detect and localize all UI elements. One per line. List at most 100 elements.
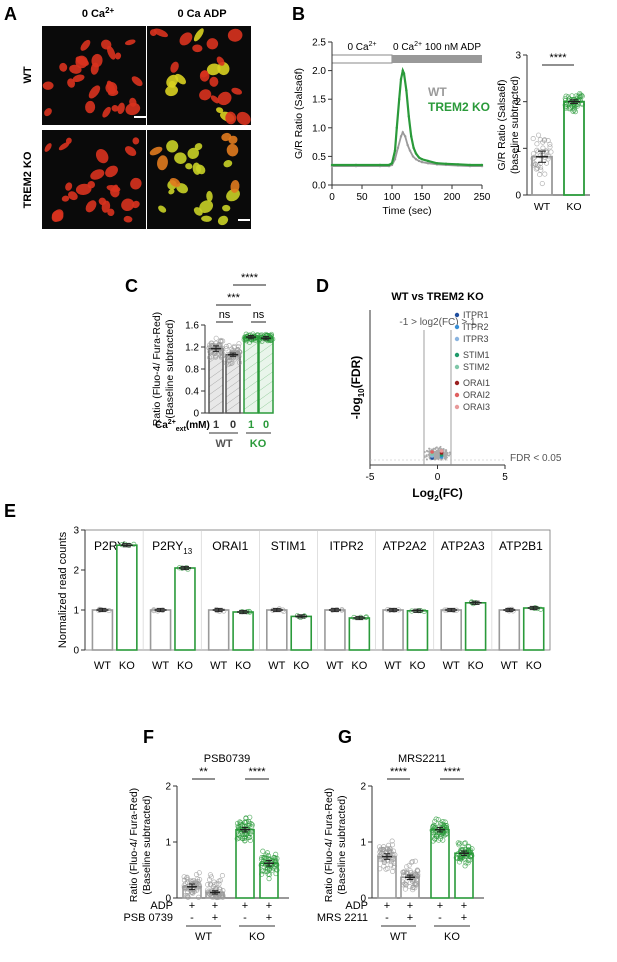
x-tick-label: 0 [435, 472, 441, 483]
legend-marker [454, 312, 460, 318]
y-axis-label-2: (baseline subtracted) [509, 76, 521, 174]
cell-blob [111, 105, 119, 112]
series-point [387, 163, 391, 167]
data-point [465, 860, 471, 866]
data-point [220, 894, 226, 900]
row2-label: MRS 2211 [317, 912, 368, 924]
x-tick-label: KO [177, 660, 193, 672]
legend-marker [454, 404, 460, 410]
data-point [564, 101, 570, 107]
data-point [207, 349, 213, 355]
hatch-line [208, 368, 224, 379]
data-point [249, 829, 255, 835]
cell-blob [192, 44, 203, 53]
data-point [181, 877, 187, 883]
cell-blob [75, 55, 88, 69]
y-tick-label: 2 [73, 566, 79, 577]
cell-blob [67, 78, 76, 88]
cell-blob [106, 45, 116, 60]
x-tick-label: WT [534, 201, 551, 213]
series-point [354, 163, 358, 167]
series-line-wt [332, 130, 482, 168]
stim-label-text: 0 Ca [393, 42, 415, 53]
series-point [417, 159, 421, 163]
bar-wt [440, 609, 462, 651]
y-tick-label: 1 [165, 838, 171, 849]
hatch-line [208, 376, 224, 387]
data-point [400, 882, 406, 888]
data-point [236, 341, 242, 347]
data-point [444, 825, 450, 831]
data-point [274, 862, 280, 868]
data-point [182, 880, 188, 887]
cell-blob [107, 208, 115, 217]
data-point [579, 100, 585, 106]
series-point [480, 163, 484, 167]
volcano-point [423, 455, 426, 458]
x-tick-label: -5 [366, 472, 375, 483]
y-tick-label: 0.8 [185, 365, 199, 376]
volcano-point [437, 455, 440, 458]
hatch-line [208, 392, 224, 404]
volcano-point [425, 455, 428, 458]
data-point [543, 160, 550, 166]
data-point [433, 816, 439, 822]
row2-symbol: - [243, 912, 247, 924]
series-point [401, 131, 404, 134]
x-prefix-sup: 2+ [168, 419, 176, 426]
data-point [238, 820, 244, 826]
cell-blob [123, 215, 133, 223]
x-tick-label: 0 [230, 419, 236, 431]
series-point [393, 158, 397, 161]
hatch-line [258, 343, 274, 354]
hatch-line [225, 379, 241, 391]
volcano-point [437, 453, 440, 456]
x-tick-label: 0 [263, 419, 269, 431]
y-axis-label-rest: (FDR) [349, 356, 363, 389]
cell-blob [90, 62, 99, 75]
volcano-point [431, 448, 434, 451]
panel-letter-b: B [292, 4, 305, 24]
cell-blob [117, 102, 125, 115]
series-point [414, 152, 418, 155]
threshold-label: -1 > log2(FC) > 1 [399, 317, 476, 328]
data-point [461, 840, 467, 847]
data-point [390, 851, 396, 858]
stim-label-sup: 2+ [369, 41, 377, 48]
data-point [437, 836, 443, 842]
panel-letter-a: A [4, 4, 17, 24]
data-point [538, 160, 544, 166]
data-point [246, 835, 252, 841]
cell-blob [168, 188, 175, 195]
x-axis-label: Time (sec) [382, 205, 431, 217]
x-axis-label-text: Log [412, 486, 434, 500]
data-point [190, 880, 196, 887]
data-point [182, 893, 188, 899]
legend-marker [454, 324, 460, 330]
gene-label-text: ATP2A3 [441, 539, 485, 553]
x-tick-label: KO [468, 660, 484, 672]
data-point [430, 824, 436, 830]
row1-label: ADP [345, 900, 368, 912]
data-point [281, 608, 287, 614]
bar [258, 337, 274, 414]
data-point [205, 889, 211, 895]
hatch-line [258, 352, 274, 364]
hatch-line [243, 342, 259, 353]
cell-blob [75, 183, 92, 195]
hatch-line [243, 380, 259, 391]
cell-blob [217, 215, 229, 226]
series-point [407, 115, 410, 118]
panel-a-col-header-2: 0 Ca ADP [177, 8, 226, 20]
hatch-line [225, 394, 241, 405]
hatch-line [208, 360, 224, 371]
y-axis-label: Ratio (Fluo-4/ Fura-Red) [323, 788, 335, 902]
data-point [440, 819, 446, 825]
data-point [391, 863, 397, 869]
gene-label-text: ATP2A2 [383, 539, 427, 553]
cell-blob [59, 62, 68, 72]
x-tick-label: WT [443, 660, 460, 672]
data-point [530, 155, 536, 162]
gene-point [430, 450, 434, 454]
bar-ko [232, 611, 254, 651]
